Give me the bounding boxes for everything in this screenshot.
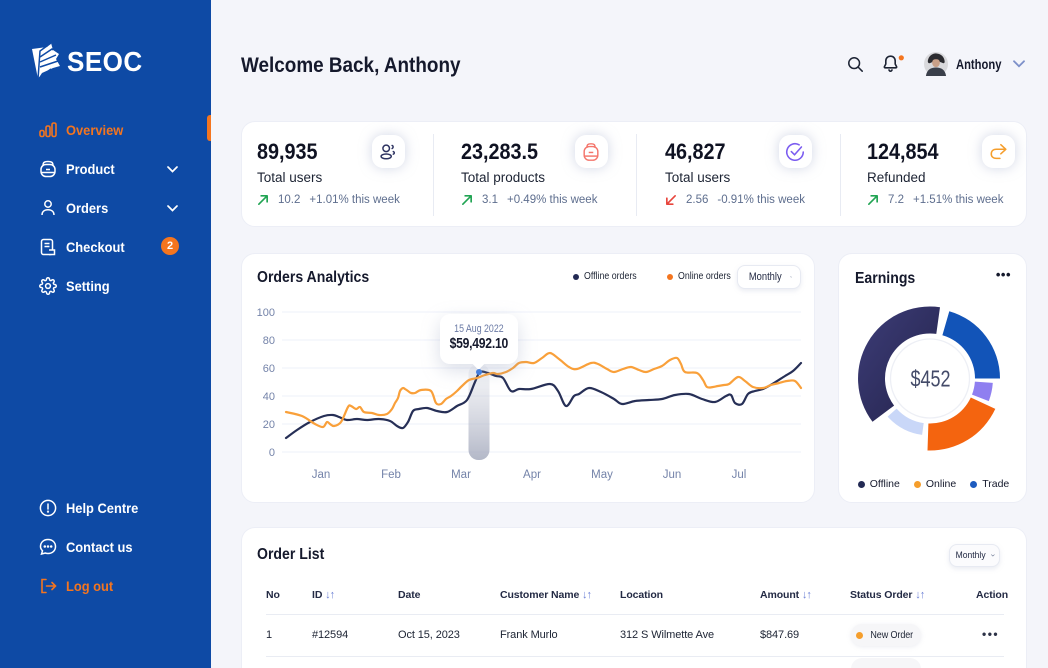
svg-text:20: 20: [263, 419, 275, 431]
svg-text:Jan: Jan: [312, 469, 331, 481]
svg-text:80: 80: [263, 335, 275, 347]
svg-text:$452: $452: [911, 366, 951, 392]
svg-text:Jun: Jun: [663, 469, 682, 481]
svg-text:60: 60: [263, 363, 275, 375]
svg-text:Jul: Jul: [732, 469, 747, 481]
svg-text:40: 40: [263, 391, 275, 403]
svg-text:100: 100: [257, 307, 275, 319]
svg-text:0: 0: [269, 447, 275, 459]
svg-text:Mar: Mar: [451, 469, 471, 481]
svg-text:Feb: Feb: [381, 469, 401, 481]
svg-text:May: May: [591, 469, 613, 481]
svg-text:Apr: Apr: [523, 469, 541, 481]
